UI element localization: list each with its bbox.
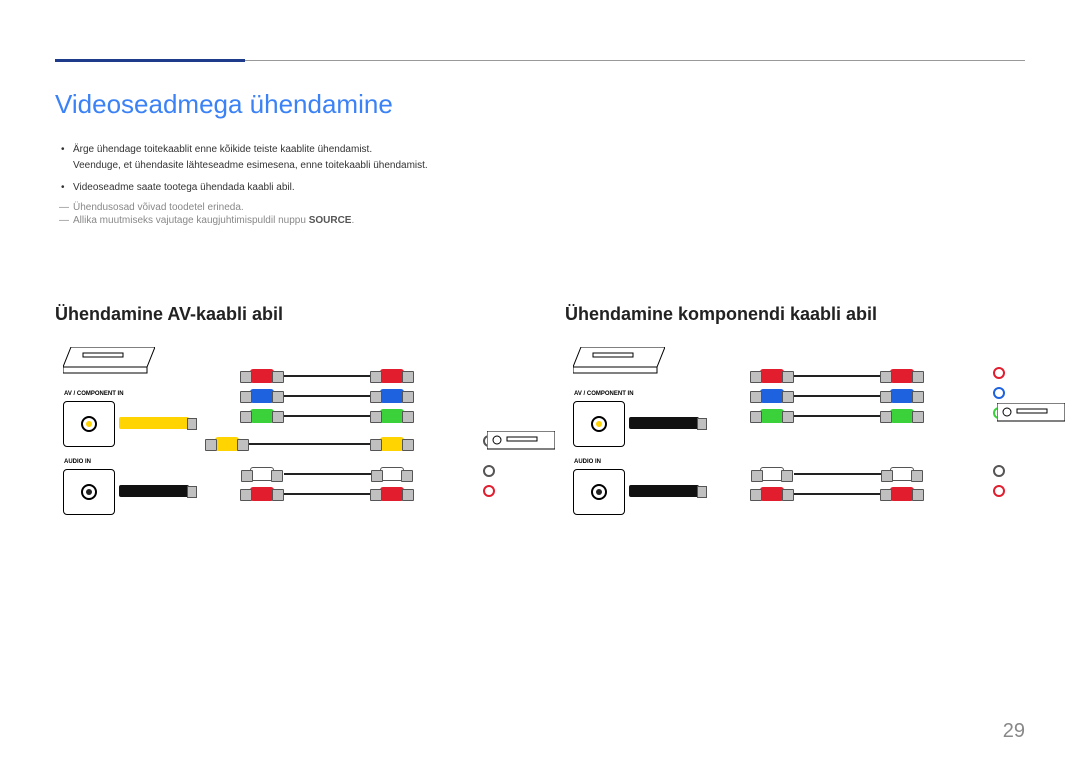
dvd-player-icon (63, 347, 155, 375)
page-number: 29 (1003, 720, 1025, 743)
left-diagram: AV / COMPONENT IN AUDIO IN (55, 347, 515, 567)
right-port-lower-label: AUDIO IN (574, 459, 601, 465)
cable-row (715, 387, 975, 405)
target-dot-icon (993, 485, 1005, 497)
header-rule (55, 60, 1025, 61)
rca-plug-icon (380, 409, 404, 423)
rca-plug-icon (380, 389, 404, 403)
rca-plug-icon (890, 409, 914, 423)
cable-icon (284, 375, 374, 377)
rca-plug-icon (760, 369, 784, 383)
right-heading: Ühendamine komponendi kaabli abil (565, 304, 1025, 325)
intro-bullets: Ärge ühendage toitekaablit enne kõikide … (55, 142, 1025, 196)
cable-row (205, 435, 465, 453)
note-2: Allika muutmiseks vajutage kaugjuhtimisp… (55, 215, 1025, 226)
cable-row (205, 485, 465, 503)
rca-plug-icon (250, 409, 274, 423)
right-port-upper-label: AV / COMPONENT IN (574, 391, 634, 397)
target-dot-icon (993, 387, 1005, 399)
right-port-lower (573, 469, 625, 515)
rca-plug-icon (380, 467, 404, 481)
cable-icon (284, 493, 374, 495)
rca-plug-icon (250, 389, 274, 403)
cable-icon (794, 493, 884, 495)
cable-icon (794, 375, 884, 377)
left-port-lower-label: AUDIO IN (64, 459, 91, 465)
left-column: Ühendamine AV-kaabli abil AV / COMPONENT… (55, 304, 515, 567)
right-port-upper (573, 401, 625, 447)
rca-plug-icon (760, 467, 784, 481)
cable-row (715, 485, 975, 503)
rca-plug-icon (380, 369, 404, 383)
rca-jack-icon (81, 484, 97, 500)
rca-plug-icon (250, 467, 274, 481)
cable-icon (249, 443, 374, 445)
rca-jack-icon (591, 416, 607, 432)
target-dot-icon (993, 465, 1005, 477)
left-port-upper (63, 401, 115, 447)
rca-plug-icon (760, 409, 784, 423)
left-port-lower (63, 469, 115, 515)
bullet-2: Videoseadme saate tootega ühendada kaabl… (55, 180, 1025, 196)
cable-row (205, 387, 465, 405)
cable-row (715, 465, 975, 483)
rca-jack-icon (81, 416, 97, 432)
page-title: Videoseadmega ühendamine (55, 89, 1025, 120)
cable-icon (794, 415, 884, 417)
black-plug-icon (629, 485, 699, 497)
black-plug-icon (629, 417, 699, 429)
rca-plug-icon (250, 369, 274, 383)
cable-icon (284, 415, 374, 417)
receiver-icon (487, 431, 555, 451)
rca-plug-icon (215, 437, 239, 451)
cable-row (205, 407, 465, 425)
rca-plug-icon (760, 389, 784, 403)
cable-row (715, 407, 975, 425)
diagram-columns: Ühendamine AV-kaabli abil AV / COMPONENT… (55, 304, 1025, 567)
cable-row (205, 465, 465, 483)
note-2-text: Allika muutmiseks vajutage kaugjuhtimisp… (73, 215, 309, 226)
left-port-upper-label: AV / COMPONENT IN (64, 391, 124, 397)
rca-plug-icon (890, 487, 914, 501)
rca-plug-icon (890, 389, 914, 403)
header-accent-bar (55, 59, 245, 62)
rca-plug-icon (890, 467, 914, 481)
cable-row (715, 367, 975, 385)
cable-icon (794, 395, 884, 397)
left-heading: Ühendamine AV-kaabli abil (55, 304, 515, 325)
cable-row (205, 367, 465, 385)
right-diagram: AV / COMPONENT IN AUDIO IN (565, 347, 1025, 567)
rca-plug-icon (890, 369, 914, 383)
rca-plug-icon (250, 487, 274, 501)
rca-plug-icon (760, 487, 784, 501)
cable-icon (284, 395, 374, 397)
bullet-1: Ärge ühendage toitekaablit enne kõikide … (55, 142, 1025, 174)
rca-plug-icon (380, 437, 404, 451)
page-root: Videoseadmega ühendamine Ärge ühendage t… (0, 0, 1080, 763)
right-column: Ühendamine komponendi kaabli abil AV / C… (565, 304, 1025, 567)
black-plug-icon (119, 485, 189, 497)
target-dot-icon (483, 485, 495, 497)
yellow-plug-icon (119, 417, 189, 429)
target-dot-icon (483, 465, 495, 477)
receiver-icon (997, 403, 1065, 423)
note-2-period: . (351, 215, 354, 226)
note-1: Ühendusosad võivad toodetel erineda. (55, 202, 1025, 213)
rca-jack-icon (591, 484, 607, 500)
rca-plug-icon (380, 487, 404, 501)
note-2-source: SOURCE (309, 215, 352, 226)
target-dot-icon (993, 367, 1005, 379)
bullet-1-sub: Veenduge, et ühendasite lähteseadme esim… (73, 160, 428, 171)
bullet-1-text: Ärge ühendage toitekaablit enne kõikide … (73, 144, 372, 155)
dvd-player-icon (573, 347, 665, 375)
cable-icon (284, 473, 374, 475)
cable-icon (794, 473, 884, 475)
